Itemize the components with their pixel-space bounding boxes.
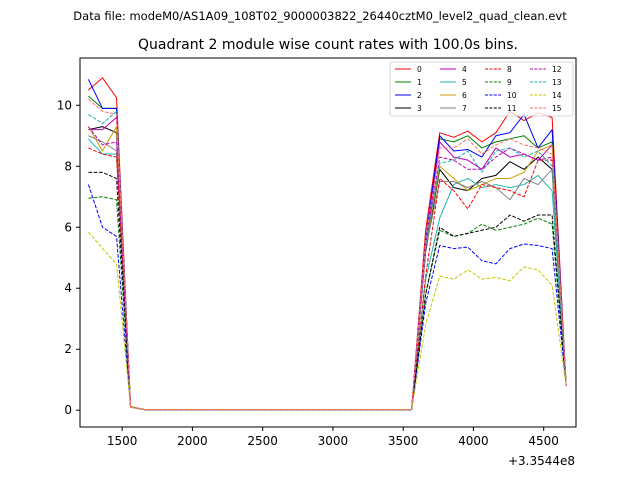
legend-label: 2: [417, 91, 422, 100]
series-line-1: [88, 95, 567, 411]
legend-label: 9: [507, 78, 512, 87]
y-tick-label: 0: [64, 403, 72, 417]
series-line-3: [88, 126, 567, 411]
series-line-10: [87, 184, 567, 411]
legend-label: 13: [552, 78, 562, 87]
x-offset-label: +3.3544e8: [508, 454, 575, 468]
x-tick-label: 1500: [107, 434, 138, 448]
y-tick-label: 6: [64, 220, 72, 234]
legend-box: [389, 61, 574, 117]
series-line-7: [88, 135, 567, 411]
chart-suptitle: Data file: modeM0/AS1A09_108T02_90000038…: [73, 9, 567, 23]
legend-label: 10: [507, 91, 517, 100]
legend-label: 4: [462, 65, 467, 74]
legend-label: 1: [417, 78, 422, 87]
x-tick-label: 4500: [528, 434, 559, 448]
series-line-11: [88, 171, 567, 411]
y-tick-label: 2: [64, 342, 72, 356]
legend-label: 0: [417, 65, 422, 74]
y-tick-label: 10: [57, 98, 72, 112]
legend-label: 6: [462, 91, 467, 100]
legend-label: 14: [552, 91, 562, 100]
series-line-9: [88, 196, 567, 411]
series-line-2: [87, 79, 567, 411]
series-line-14: [88, 231, 567, 411]
chart-title: Quadrant 2 module wise count rates with …: [138, 37, 518, 53]
legend-label: 5: [462, 78, 467, 87]
series-line-13: [88, 110, 567, 411]
series-line-6: [87, 126, 567, 411]
series-line-12: [88, 126, 567, 411]
y-tick-label: 4: [64, 281, 72, 295]
legend-label: 3: [417, 104, 422, 113]
x-tick-label: 3500: [388, 434, 419, 448]
x-tick-label: 2500: [247, 434, 278, 448]
series-line-15: [88, 98, 567, 411]
y-axis: 0 2 4 6 8 10: [57, 98, 80, 417]
legend-label: 12: [552, 65, 562, 74]
y-tick-label: 8: [64, 159, 72, 173]
x-tick-label: 2000: [177, 434, 208, 448]
series-line-0: [88, 77, 567, 411]
series-line-8: [88, 147, 567, 411]
axes-frame: [79, 57, 577, 428]
plot-area: [87, 77, 567, 411]
legend-label: 15: [552, 104, 562, 113]
legend-label: 7: [462, 104, 467, 113]
x-axis: 1500 2000 2500 3000 3500 4000 4500: [107, 427, 559, 448]
x-tick-label: 4000: [458, 434, 489, 448]
x-tick-label: 3000: [318, 434, 349, 448]
legend-label: 8: [507, 65, 512, 74]
legend-label: 11: [507, 104, 517, 113]
